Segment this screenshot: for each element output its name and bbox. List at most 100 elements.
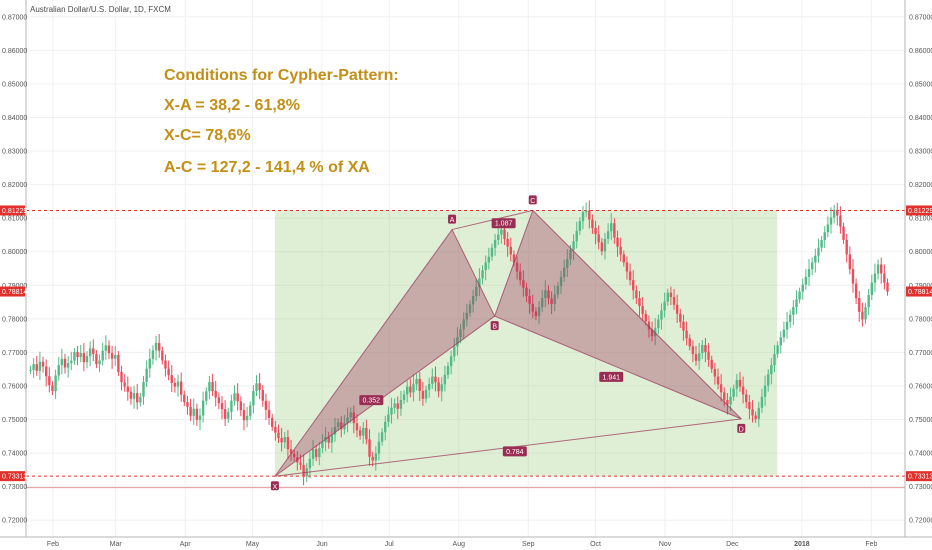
y-tick-label-right: 0.82000 — [909, 182, 932, 189]
y-tick-label-right: 0.78000 — [909, 316, 932, 323]
candle-body — [519, 271, 522, 281]
y-tick-label-left: 0.80000 — [2, 249, 27, 256]
candle-body — [553, 294, 556, 305]
candle-body — [230, 400, 233, 412]
candle-body — [745, 394, 748, 403]
price-tag-right — [906, 205, 932, 216]
candle-body — [88, 348, 92, 357]
x-tick-label: Apr — [180, 541, 192, 548]
candle-body — [368, 439, 371, 457]
candle-body — [515, 262, 519, 272]
candle-body — [597, 234, 600, 243]
pattern-point-badge — [737, 423, 746, 433]
candle-body — [534, 311, 538, 317]
price-tag-right — [906, 286, 932, 297]
annotation-line-4: A-C = 127,2 - 141,4 % of XA — [164, 159, 370, 176]
candle-body — [302, 464, 305, 477]
y-tick-label-left: 0.73000 — [2, 484, 27, 491]
candle-body — [562, 267, 566, 277]
candle-body — [588, 210, 591, 220]
candle-body — [795, 299, 798, 308]
candle-body — [220, 403, 224, 410]
candle-body — [245, 415, 249, 421]
candle-body — [628, 271, 632, 281]
y-tick-label-left: 0.76000 — [2, 383, 27, 390]
candle-body — [779, 337, 782, 346]
candle-body — [198, 415, 202, 420]
candle-body — [691, 346, 695, 355]
y-tick-label-right: 0.73000 — [909, 484, 932, 491]
candle-body — [710, 359, 713, 369]
y-tick-label-right: 0.87000 — [909, 14, 932, 21]
candle-body — [550, 298, 553, 305]
candle-body — [804, 276, 808, 285]
y-tick-label-left: 0.83000 — [2, 149, 27, 156]
candle-body — [365, 427, 368, 440]
candle-body — [227, 411, 230, 419]
price-tag-left-text: 0.78814 — [2, 289, 27, 296]
candle-body — [701, 345, 704, 354]
candle-body — [481, 270, 484, 279]
candle-body — [308, 458, 312, 469]
candle-body — [716, 376, 720, 385]
candle-body — [757, 407, 760, 419]
candle-body — [657, 319, 660, 329]
candle-body — [807, 269, 811, 277]
annotation-line-1: Conditions for Cypher-Pattern: — [164, 67, 399, 84]
candle-body — [478, 278, 481, 287]
pattern-point-label: C — [530, 198, 535, 205]
candle-body — [613, 223, 616, 238]
candle-body — [848, 254, 852, 270]
y-tick-label-left: 0.85000 — [2, 81, 27, 88]
candle-body — [773, 354, 776, 366]
candle-body — [767, 374, 770, 386]
y-tick-label-left: 0.78000 — [2, 316, 27, 323]
candle-body — [792, 307, 795, 315]
candle-body — [362, 427, 365, 436]
candle-body — [384, 421, 387, 433]
price-tag-right-text: 0.81229 — [908, 208, 932, 215]
candle-body — [760, 396, 764, 408]
candle-body — [374, 453, 378, 461]
y-tick-label-right: 0.77000 — [909, 350, 932, 357]
pattern-point-label: A — [450, 217, 455, 224]
candle-body — [606, 231, 610, 239]
y-tick-label-right: 0.83000 — [909, 149, 932, 156]
x-tick-label: Nov — [659, 541, 672, 548]
candle-body — [85, 356, 89, 363]
candle-body — [170, 375, 173, 383]
horizontal-lines — [26, 209, 905, 489]
candle-body — [437, 382, 440, 392]
candle-body — [672, 297, 676, 305]
candle-body — [525, 287, 528, 297]
candle-body — [487, 256, 491, 263]
candle-body — [192, 408, 195, 416]
candle-body — [851, 269, 855, 284]
y-tick-label-left: 0.81000 — [2, 216, 27, 223]
candle-body — [396, 403, 399, 409]
candle-body — [449, 356, 453, 367]
candle-body — [600, 242, 604, 252]
candle-body — [405, 386, 409, 395]
candle-body — [462, 319, 465, 330]
candle-body — [465, 312, 469, 320]
candle-body — [92, 348, 95, 355]
candle-body — [650, 329, 654, 337]
candle-body — [399, 400, 403, 409]
candle-body — [314, 449, 318, 458]
candle-body — [713, 368, 717, 377]
candle-body — [506, 238, 509, 247]
candle-body — [151, 350, 155, 359]
candle-body — [424, 389, 428, 399]
y-tick-label-right: 0.84000 — [909, 115, 932, 122]
candle-body — [333, 426, 337, 435]
candle-body — [205, 391, 208, 401]
ratio-label: 0.784 — [506, 449, 524, 456]
candle-body — [641, 306, 644, 314]
price-tag-right-text: 0.78814 — [908, 289, 932, 296]
candle-body — [729, 396, 732, 405]
candle-body — [741, 386, 745, 395]
x-tick-label: May — [246, 541, 260, 548]
